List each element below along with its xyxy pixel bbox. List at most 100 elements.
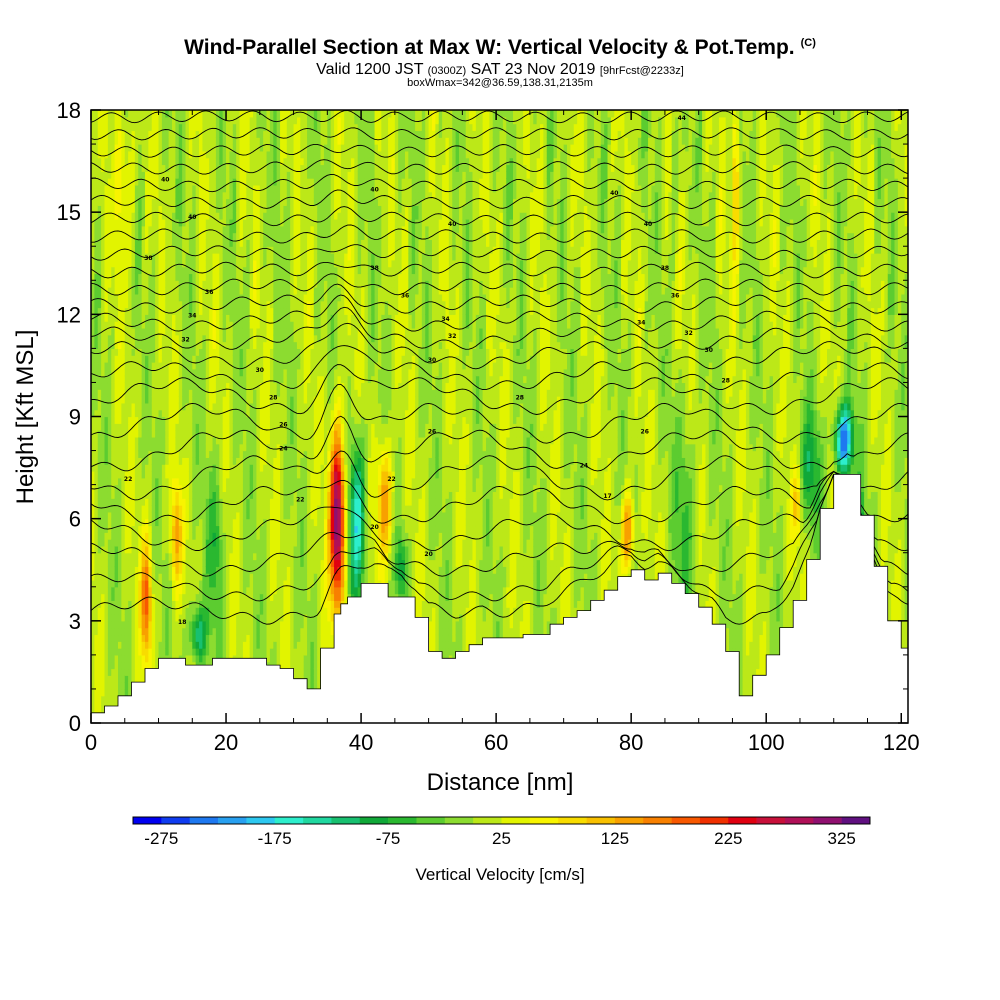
velocity-cell	[128, 491, 133, 499]
velocity-cell	[118, 341, 122, 349]
velocity-cell	[94, 579, 99, 588]
velocity-cell	[101, 470, 106, 479]
velocity-cell	[138, 396, 143, 404]
velocity-cell	[128, 287, 133, 295]
velocity-cell	[128, 498, 133, 506]
velocity-cell	[111, 198, 116, 206]
velocity-cell	[107, 518, 112, 527]
velocity-cell	[107, 634, 112, 642]
velocity-cell	[97, 505, 102, 513]
velocity-cell	[138, 259, 143, 268]
velocity-cell	[128, 532, 133, 540]
velocity-cell	[134, 491, 139, 499]
velocity-cell	[138, 273, 143, 281]
velocity-cell	[94, 688, 99, 697]
velocity-cell	[107, 218, 112, 227]
velocity-cell	[138, 287, 143, 295]
velocity-cell	[121, 498, 126, 506]
velocity-cell	[111, 579, 116, 588]
velocity-cell	[94, 389, 99, 397]
velocity-cell	[91, 627, 95, 636]
velocity-cell	[138, 614, 143, 622]
velocity-cell	[94, 464, 99, 472]
velocity-cell	[97, 253, 102, 261]
velocity-cell	[131, 266, 136, 275]
velocity-cell	[138, 341, 143, 349]
velocity-cell	[128, 654, 133, 663]
velocity-cell	[101, 150, 106, 159]
velocity-cell	[94, 532, 99, 540]
velocity-cell	[111, 259, 116, 268]
velocity-cell	[107, 416, 112, 424]
velocity-cell	[97, 525, 102, 533]
velocity-cell	[101, 702, 106, 710]
velocity-cell	[97, 586, 102, 595]
velocity-cell	[101, 116, 106, 125]
velocity-cell	[107, 389, 112, 397]
velocity-cell	[91, 205, 95, 213]
velocity-cell	[131, 150, 136, 159]
velocity-cell	[124, 259, 129, 268]
velocity-cell	[134, 293, 139, 302]
velocity-cell	[131, 355, 136, 363]
velocity-cell	[104, 253, 109, 261]
velocity-cell	[121, 532, 126, 540]
velocity-cell	[138, 579, 143, 588]
velocity-cell	[111, 593, 116, 601]
velocity-cell	[94, 368, 99, 377]
velocity-cell	[104, 518, 109, 527]
velocity-cell	[101, 225, 106, 234]
velocity-cell	[104, 368, 109, 377]
velocity-cell	[91, 518, 95, 527]
velocity-cell	[118, 116, 122, 125]
velocity-cell	[94, 198, 99, 206]
velocity-cell	[124, 348, 129, 356]
velocity-cell	[118, 525, 122, 533]
velocity-cell	[121, 191, 126, 200]
velocity-cell	[128, 178, 133, 186]
velocity-cell	[107, 600, 112, 608]
velocity-cell	[94, 559, 99, 567]
velocity-cell	[114, 648, 119, 656]
velocity-cell	[104, 293, 109, 302]
velocity-cell	[94, 348, 99, 356]
velocity-cell	[131, 144, 136, 152]
velocity-cell	[131, 579, 136, 588]
velocity-cell	[94, 287, 99, 295]
velocity-cell	[114, 116, 119, 125]
velocity-cell	[101, 416, 106, 424]
velocity-cell	[134, 273, 139, 281]
velocity-cell	[138, 511, 143, 520]
velocity-cell	[107, 382, 112, 390]
velocity-cell	[128, 280, 133, 288]
velocity-cell	[94, 661, 99, 670]
velocity-cell	[107, 110, 112, 118]
velocity-cell	[91, 368, 95, 377]
velocity-cell	[118, 443, 122, 452]
velocity-cell	[94, 144, 99, 152]
velocity-cell	[131, 123, 136, 132]
velocity-cell	[104, 484, 109, 493]
velocity-cell	[104, 423, 109, 431]
velocity-cell	[97, 368, 102, 377]
velocity-cell	[118, 498, 122, 506]
velocity-cell	[121, 389, 126, 397]
velocity-cell	[138, 144, 143, 152]
velocity-cell	[104, 457, 109, 465]
velocity-cell	[101, 552, 106, 561]
velocity-cell	[134, 157, 139, 166]
velocity-cell	[134, 307, 139, 315]
velocity-cell	[134, 144, 139, 152]
velocity-cell	[134, 525, 139, 533]
velocity-cell	[131, 396, 136, 404]
velocity-cell	[138, 464, 143, 472]
velocity-cell	[114, 402, 119, 411]
velocity-cell	[134, 178, 139, 186]
velocity-cell	[104, 593, 109, 601]
velocity-cell	[124, 212, 129, 220]
velocity-cell	[101, 218, 106, 227]
velocity-cell	[104, 668, 109, 676]
velocity-cell	[128, 416, 133, 424]
velocity-cell	[134, 648, 139, 656]
velocity-cell	[124, 654, 129, 663]
